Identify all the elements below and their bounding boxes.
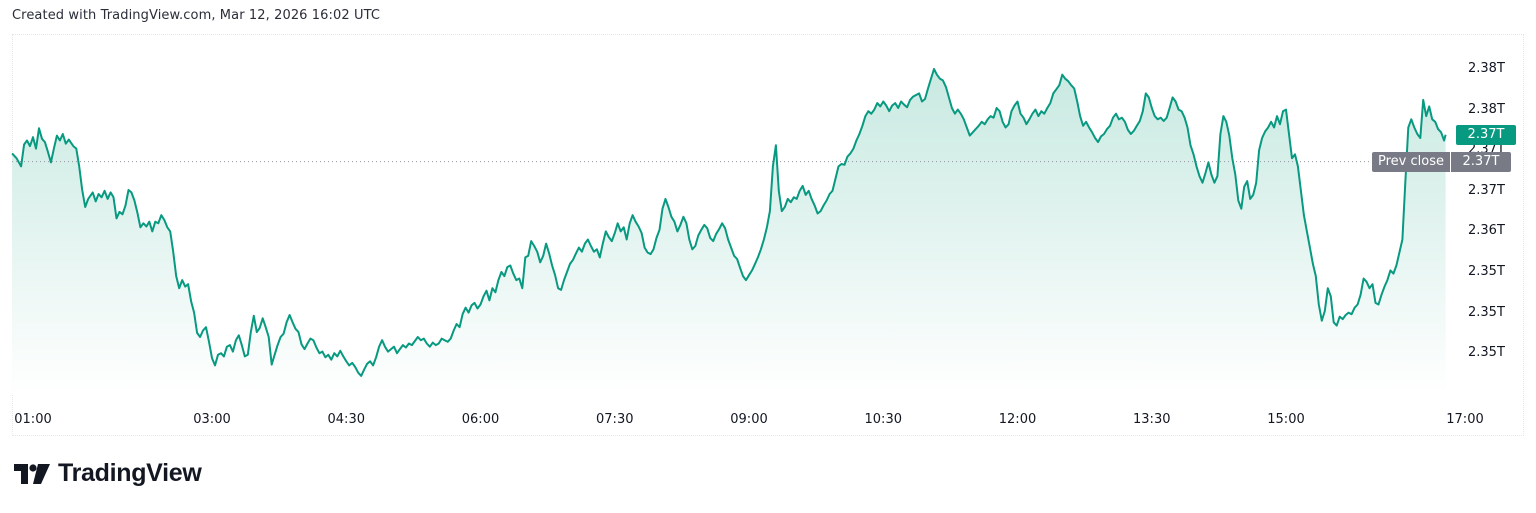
x-tick-label: 13:30 (1133, 412, 1171, 427)
x-tick-label: 07:30 (596, 412, 634, 427)
y-tick-label: 2.35T (1468, 264, 1505, 279)
chart-credit: Created with TradingView.com, Mar 12, 20… (12, 8, 381, 23)
y-tick-label: 2.37T (1468, 182, 1505, 198)
y-tick-label: 2.35T (1468, 304, 1505, 320)
y-tick-label: 2.38T (1468, 101, 1505, 117)
x-tick-label: 06:00 (461, 412, 500, 427)
x-tick-label: 09:00 (730, 412, 768, 427)
tradingview-logo-icon (14, 463, 50, 484)
y-tick-label: 2.35T (1468, 345, 1505, 361)
prev-close-badge: Prev close 2.37T (1372, 151, 1511, 172)
x-tick-label: 03:00 (193, 412, 231, 427)
tradingview-logo[interactable]: TradingView (14, 459, 202, 488)
price-line (11, 68, 1447, 377)
y-tick-label: 2.36T (1468, 223, 1505, 239)
x-tick-label: 17:00 (1446, 412, 1484, 427)
x-tick-label: 15:00 (1267, 412, 1305, 427)
last-value-badge: 2.37T (1456, 124, 1516, 145)
prev-close-value: 2.37T (1450, 151, 1511, 172)
y-tick-label: 2.38T (1468, 61, 1505, 76)
tradingview-wordmark: TradingView (58, 459, 202, 487)
x-tick-label: 04:30 (327, 412, 365, 427)
x-tick-label: 01:00 (14, 412, 52, 427)
area-fill (12, 69, 1446, 395)
x-tick-label: 10:30 (864, 412, 902, 427)
prev-close-label: Prev close (1372, 151, 1450, 172)
x-tick-label: 12:00 (998, 412, 1037, 427)
